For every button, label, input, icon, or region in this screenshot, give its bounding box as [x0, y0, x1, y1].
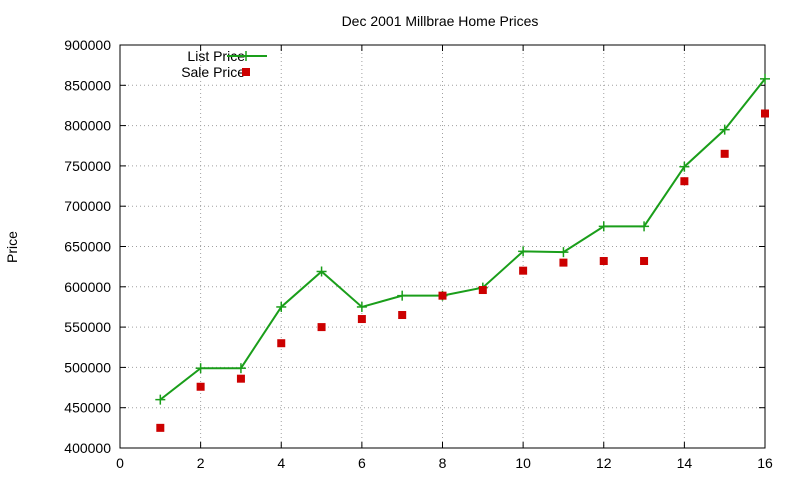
y-tick-label: 850000 — [64, 77, 111, 93]
sale-price-point — [599, 257, 608, 266]
list-price-line — [159, 78, 766, 401]
x-tick-label: 8 — [439, 455, 447, 471]
y-axis-title: Price — [4, 231, 20, 263]
legend-plus-swatch — [241, 51, 251, 61]
sale-price-point — [357, 315, 366, 324]
list-price-point — [558, 247, 569, 258]
x-tick-label: 14 — [677, 455, 693, 471]
y-tick-label: 800000 — [64, 118, 111, 134]
y-tick-label: 750000 — [64, 158, 111, 174]
x-tick-label: 4 — [277, 455, 285, 471]
list-price-point — [235, 363, 246, 374]
sale-price-point — [640, 257, 649, 266]
x-tick-label: 16 — [757, 455, 773, 471]
list-price-point — [639, 221, 650, 232]
y-tick-label: 500000 — [64, 359, 111, 375]
legend-label: Sale Price — [181, 64, 245, 80]
series-layer — [155, 73, 770, 432]
list-price-point — [397, 290, 408, 301]
axis-ticks: 0 2 4 6 8 10 12 14 16 400000 450000 500000 550000 600… — [64, 37, 773, 471]
sale-price-point — [236, 374, 245, 383]
x-tick-label: 0 — [116, 455, 124, 471]
legend-square-swatch — [242, 68, 250, 76]
list-price-point — [679, 161, 690, 172]
sale-price-point — [478, 286, 487, 295]
y-tick-label: 650000 — [64, 239, 111, 255]
legend-label: List Price — [187, 48, 245, 64]
series-list-price — [155, 73, 770, 405]
y-tick-label: 450000 — [64, 400, 111, 416]
chart-title: Dec 2001 Millbrae Home Prices — [342, 13, 539, 29]
sale-price-point — [156, 423, 165, 432]
y-tick-label: 700000 — [64, 198, 111, 214]
list-price-point — [760, 73, 770, 84]
y-tick-label: 600000 — [64, 279, 111, 295]
sale-price-point — [720, 149, 729, 158]
list-price-point — [518, 246, 529, 257]
y-tick-label: 900000 — [64, 37, 111, 53]
list-price-point — [719, 124, 730, 135]
list-price-point — [155, 394, 166, 405]
x-tick-label: 12 — [596, 455, 612, 471]
sale-price-point — [398, 311, 407, 320]
sale-price-point — [680, 177, 689, 186]
sale-price-point — [196, 382, 205, 391]
x-tick-label: 2 — [197, 455, 205, 471]
grid-lines — [120, 45, 765, 448]
sale-price-point — [277, 339, 286, 348]
y-tick-label: 550000 — [64, 319, 111, 335]
list-price-point — [195, 363, 206, 374]
list-price-point — [276, 301, 287, 312]
y-tick-label: 400000 — [64, 440, 111, 456]
sale-price-point — [317, 323, 326, 332]
list-price-point — [598, 221, 609, 232]
x-tick-label: 10 — [515, 455, 531, 471]
x-tick-label: 6 — [358, 455, 366, 471]
list-price-point — [316, 266, 327, 277]
sale-price-point — [438, 291, 447, 300]
series-sale-price — [156, 109, 769, 432]
sale-price-point — [559, 258, 568, 267]
list-price-point — [356, 301, 367, 312]
sale-price-point — [519, 266, 528, 275]
sale-price-point — [761, 109, 769, 118]
